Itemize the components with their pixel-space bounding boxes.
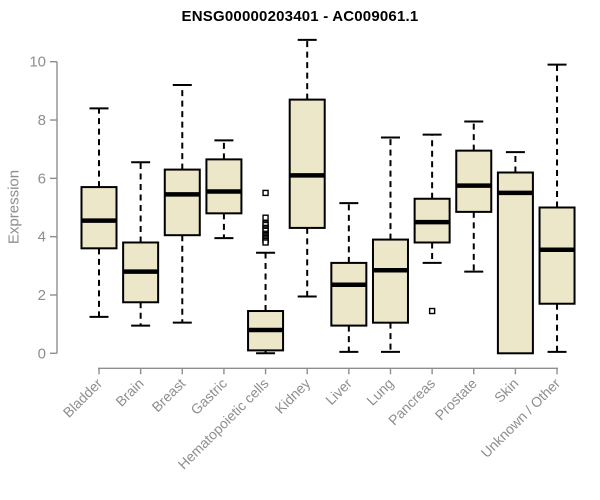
boxplot-brain xyxy=(122,161,160,327)
iqr-box xyxy=(496,171,534,355)
boxplot-lung xyxy=(371,136,409,353)
x-tick-label: Brain xyxy=(112,375,146,409)
iqr-box xyxy=(455,149,493,213)
x-tick-label: Bladder xyxy=(60,375,106,421)
outlier-point xyxy=(428,307,436,315)
outlier-point xyxy=(262,214,269,221)
y-tick-label: 6 xyxy=(38,170,46,187)
y-axis-label: Expression xyxy=(5,169,23,245)
iqr-box xyxy=(288,98,326,229)
x-tick-label: Lung xyxy=(363,375,396,408)
x-tick-label: Kidney xyxy=(272,375,314,417)
x-tick-label: Liver xyxy=(322,375,355,408)
boxplot-unknown-other xyxy=(538,63,576,353)
outlier-point xyxy=(262,239,269,246)
boxplot-breast xyxy=(163,84,201,324)
y-tick-label: 2 xyxy=(38,287,46,304)
iqr-box xyxy=(538,206,576,305)
x-tick-label: Unknown / Other xyxy=(478,375,564,461)
boxplot-hematopoietic-cells xyxy=(247,189,285,355)
chart-title: ENSG00000203401 - AC009061.1 xyxy=(181,8,419,25)
x-tick-label: Breast xyxy=(148,375,188,415)
iqr-box xyxy=(371,238,409,324)
x-tick-label: Prostate xyxy=(432,375,480,423)
y-tick-label: 8 xyxy=(38,112,46,129)
boxplot-pancreas xyxy=(413,133,451,315)
y-tick-label: 0 xyxy=(38,345,46,362)
iqr-box xyxy=(205,158,243,215)
y-axis: 0 2 4 6 8 10 xyxy=(29,54,58,362)
y-tick-label: 10 xyxy=(29,54,46,71)
x-tick-label: Skin xyxy=(491,375,522,406)
boxplot-gastric xyxy=(205,139,243,240)
boxplot-bladder xyxy=(80,107,118,318)
iqr-box xyxy=(163,168,201,237)
boxplot-skin xyxy=(496,151,534,355)
outlier-point xyxy=(262,189,269,197)
iqr-box xyxy=(80,186,118,250)
boxplot-liver xyxy=(330,202,368,353)
boxplot-prostate xyxy=(455,120,493,273)
boxplot-kidney xyxy=(288,38,326,298)
iqr-box xyxy=(330,261,368,327)
y-tick-label: 4 xyxy=(38,229,46,246)
